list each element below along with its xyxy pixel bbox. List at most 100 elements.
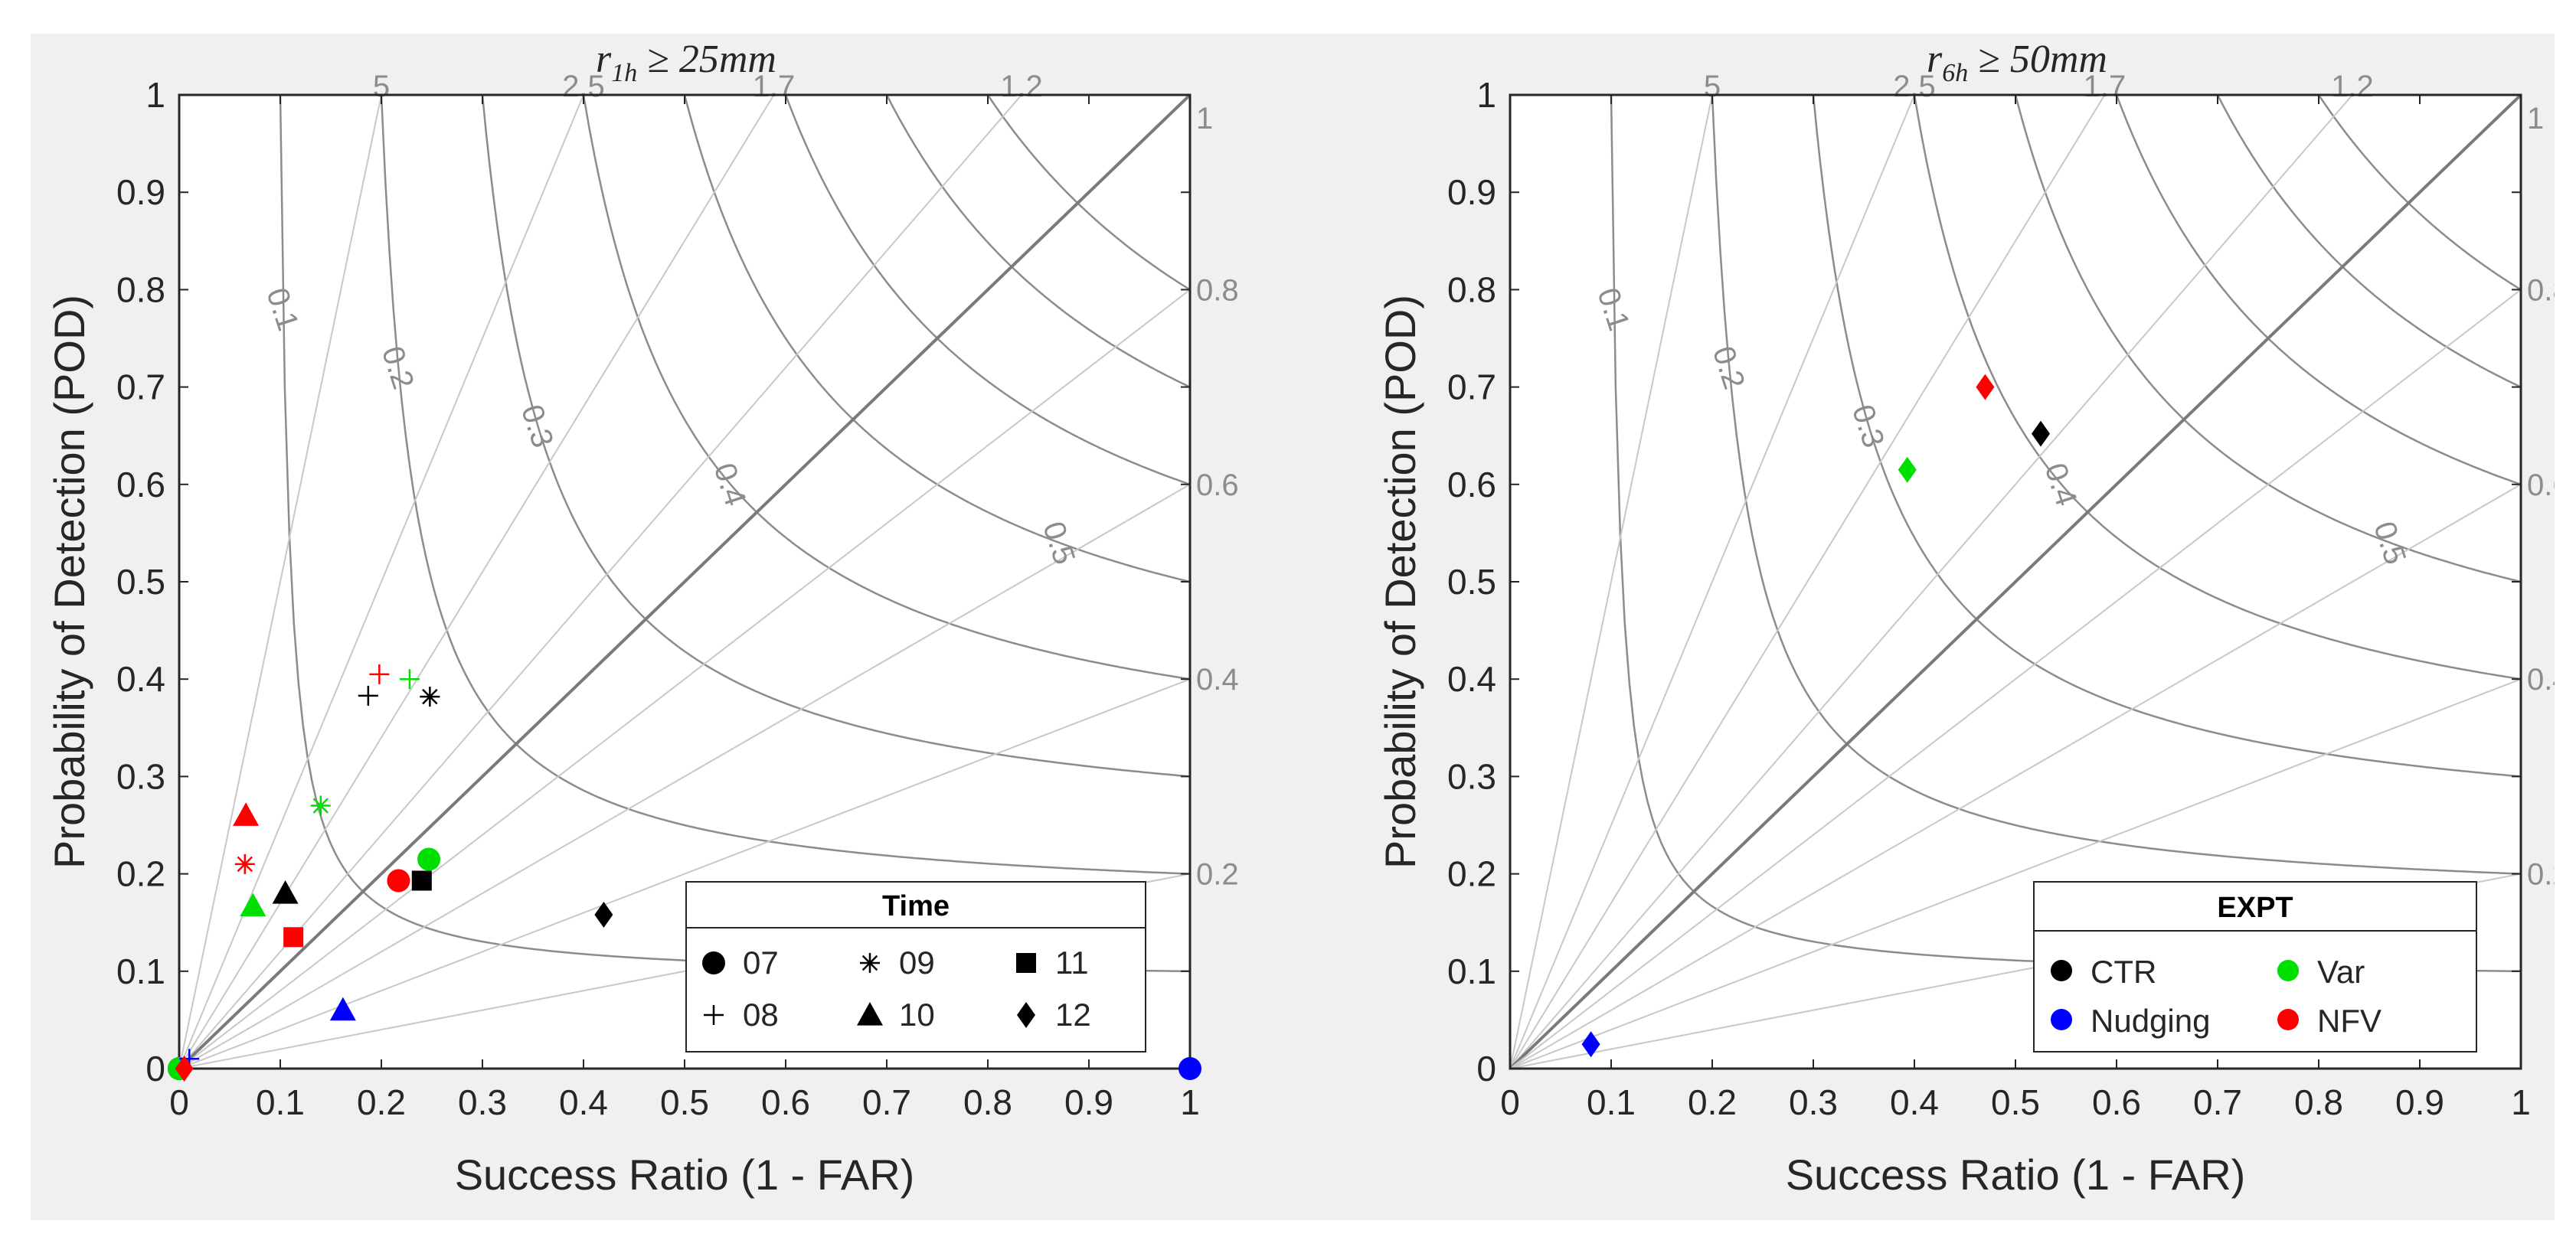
csi-curve [986,95,1190,291]
x-tick-label: 0.6 [2092,1082,2141,1122]
legend-marker-09 [860,953,880,973]
y-tick-label: 0.4 [1447,659,1496,699]
legend-marker-nudging [2051,1009,2072,1030]
point-var-10 [240,893,266,917]
y-tick-label: 0.4 [116,659,165,699]
left-points [168,664,1201,1082]
left-ylabel: Probability of Detection (POD) [45,295,93,869]
x-tick-label: 0.8 [963,1082,1012,1122]
x-tick-label: 0.3 [1789,1082,1838,1122]
y-tick-label: 0.7 [1447,367,1496,407]
bias-label: 0.4 [1196,663,1239,697]
bias-line [1510,95,1713,1069]
legend-label-var: Var [2317,954,2365,990]
x-tick-label: 0 [169,1082,189,1122]
x-tick-label: 0.7 [862,1082,911,1122]
legend-label-09: 09 [899,945,935,981]
legend-label-08: 08 [743,997,779,1033]
point-ctr-10 [272,880,299,904]
left-legend-box [685,881,1146,1053]
left-xlabel: Success Ratio (1 - FAR) [455,1150,915,1199]
x-tick-label: 1 [1180,1082,1200,1122]
x-tick-label: 0.2 [357,1082,406,1122]
bias-label: 0.4 [2527,663,2555,697]
legend-label-10: 10 [899,997,935,1033]
y-tick-label: 0.7 [116,367,165,407]
x-tick-label: 0 [1500,1082,1520,1122]
bias-label: 1.2 [1000,70,1043,103]
bias-label: 1.2 [2331,70,2374,103]
bias-line [1510,95,2353,1069]
point-var-12 [1898,456,1917,483]
x-tick-label: 0.1 [1587,1082,1636,1122]
csi-curve [582,95,1190,680]
y-tick-label: 0.9 [1447,172,1496,212]
y-tick-label: 1 [145,75,165,115]
bias-label: 0.2 [2527,858,2555,892]
bias-line [1510,95,2106,1069]
csi-curve [481,95,1190,778]
bias-label: 1 [2527,102,2544,135]
legend-marker-var [2277,960,2299,981]
legend-marker-07 [702,951,725,974]
bias-line [1510,95,1915,1069]
legend-marker-12 [1017,1002,1035,1028]
right-legend: EXPT CTR Var Nudging NFV [2033,881,2477,1053]
bias-label: 1.7 [753,70,796,103]
x-tick-label: 0.4 [1890,1082,1939,1122]
y-tick-label: 0.5 [1447,562,1496,602]
left-ticks: 0 0.1 0.2 0.3 0.4 0.5 0.6 0.7 0.8 0.9 100.10.20.30… [116,75,1200,1122]
bias-line [179,289,1190,1069]
bias-line [179,95,1190,1069]
point-nudging-07 [1178,1057,1201,1080]
bias-line [1510,289,2521,1069]
right-xlabel: Success Ratio (1 - FAR) [1786,1150,2246,1199]
bias-line [1510,678,2521,1069]
point-nfv-10 [233,802,260,826]
csi-curve [2317,95,2521,291]
x-tick-label: 0.1 [256,1082,305,1122]
y-tick-label: 0.1 [116,951,165,991]
legend-label-11: 11 [1055,945,1089,981]
bias-label: 0.8 [2527,273,2555,307]
point-ctr-11 [411,870,432,891]
y-tick-label: 1 [1476,75,1496,115]
bias-line [179,678,1190,1069]
right-legend-box [2033,881,2477,1053]
point-ctr-12 [2032,420,2050,447]
right-legend-title: EXPT [2217,892,2293,924]
csi-curve [784,95,1190,485]
point-nfv-11 [283,927,304,948]
x-tick-label: 0.4 [559,1082,608,1122]
x-tick-label: 0.2 [1688,1082,1737,1122]
point-nudging-10 [329,997,356,1021]
left-panel: 0.10.20.30.40.55 2.5 1.7 1.210.80.60.40.2 0… [45,38,1239,1199]
y-tick-label: 0.1 [1447,951,1496,991]
point-var-09 [310,795,331,816]
right-title: r6h ≥ 50mm [1927,38,2107,87]
bias-line [179,95,775,1069]
y-tick-label: 0 [1476,1049,1496,1088]
legend-marker-ctr [2051,960,2072,981]
x-tick-label: 0.6 [761,1082,810,1122]
x-tick-label: 1 [2511,1082,2531,1122]
bias-line [179,483,1190,1069]
y-tick-label: 0.8 [116,269,165,309]
left-isoline-labels: 0.10.20.30.40.55 2.5 1.7 1.210.80.60.40.2 [260,70,1238,892]
x-tick-label: 0.9 [2395,1082,2444,1122]
right-points [1581,374,2050,1058]
point-var-08 [399,669,420,690]
point-nfv-08 [369,664,390,684]
y-tick-label: 0.8 [1447,269,1496,309]
x-tick-label: 0.8 [2294,1082,2343,1122]
figure: 0.1 0.2 0.3 0.4 0.5 5 2.5 1.7 1.2 1 0.8 0.6 0.4 0.2 0… [31,34,2570,1220]
left-legend: Time 07 09 11 08 10 12 [685,881,1146,1053]
left-legend-title: Time [882,890,950,922]
y-tick-label: 0.6 [116,465,165,504]
y-tick-label: 0.2 [116,854,165,894]
csi-curve [1812,95,2521,778]
point-ctr-09 [420,687,440,707]
y-tick-label: 0.3 [1447,756,1496,796]
performance-diagrams: 0.10.20.30.40.55 2.5 1.7 1.210.80.60.40.2 0… [45,38,2570,1199]
y-tick-label: 0.6 [1447,465,1496,504]
